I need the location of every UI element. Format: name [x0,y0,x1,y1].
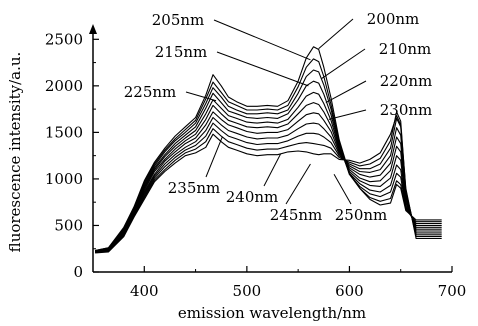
series-line-225nm [95,102,442,253]
y-tick-label: 2000 [45,77,83,95]
y-tick-label: 0 [73,263,83,281]
series-line-210nm [94,69,442,252]
annotation-label-240nm: 240nm [226,188,279,206]
annotation-leader-225nm [185,91,217,102]
series-annotations: 200nm 205nm 210nm 215nm 220nm 225nm 230nm 235nm… [124,10,433,224]
x-axis-title: emission wavelength/nm [178,304,366,322]
annotation-leader-215nm [216,51,309,87]
annotation-label-220nm: 220nm [380,72,433,90]
x-tick-label: 400 [130,282,159,300]
x-tick-label: 600 [335,282,364,300]
y-tick-label: 1500 [45,123,83,141]
series-line-215nm [95,80,442,252]
annotation-leader-240nm [263,153,282,187]
annotation-label-215nm: 215nm [155,43,208,61]
annotation-label-245nm: 245nm [270,206,323,224]
series-line-250nm [95,115,442,254]
annotation-leader-205nm [213,19,311,61]
tick-labels: 400 500 600 700 0 500 1000 1500 2000 2500 [45,30,467,300]
y-axis-arrowhead [89,24,97,34]
series-line-230nm [95,111,442,253]
annotation-leader-235nm [205,136,223,178]
series-line-205nm [94,58,442,252]
y-tick-label: 1000 [45,170,83,188]
x-tick-label: 500 [233,282,262,300]
axes [89,24,452,273]
annotation-label-200nm: 200nm [367,10,420,28]
y-axis-title: fluorescence intensity/a.u. [6,52,24,253]
annotation-leader-230nm [328,109,367,120]
annotation-leader-200nm [318,18,354,49]
y-tick-label: 500 [54,216,83,234]
annotation-label-225nm: 225nm [124,83,177,101]
x-tick-label: 700 [438,282,467,300]
annotation-leader-220nm [325,80,367,104]
series-line-200nm [94,46,442,252]
annotation-label-210nm: 210nm [379,40,432,58]
annotation-leader-245nm [285,163,311,205]
series-line-240nm [95,117,442,254]
plot-area [94,46,442,254]
tick-marks [92,38,453,273]
annotation-label-235nm: 235nm [168,179,221,197]
annotation-leader-250nm [333,174,352,205]
series-line-245nm [95,111,442,254]
annotation-label-205nm: 205nm [152,11,205,29]
series-line-235nm [95,116,442,253]
annotation-label-230nm: 230nm [380,101,433,119]
annotation-label-250nm: 250nm [335,206,388,224]
annotation-leader-210nm [321,48,366,79]
y-tick-label: 2500 [45,30,83,48]
series-line-220nm [95,91,442,253]
